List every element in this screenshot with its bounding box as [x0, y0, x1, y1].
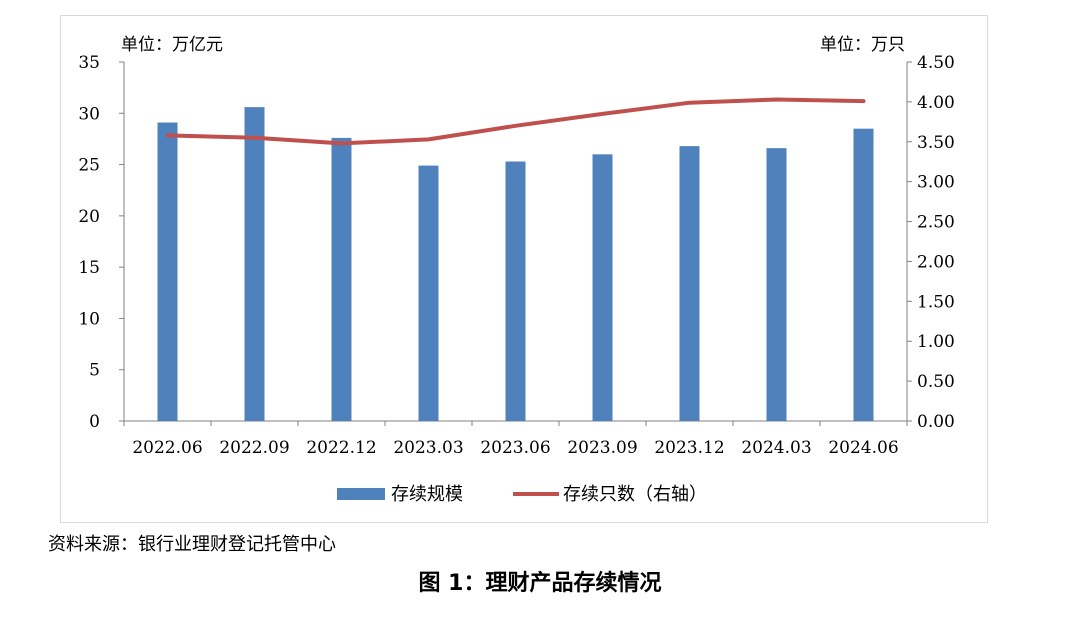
bar — [853, 128, 874, 421]
right-axis-tick-label: 2.00 — [917, 252, 955, 272]
left-axis-tick-label: 15 — [78, 258, 100, 278]
line-point — [427, 137, 430, 141]
bar — [331, 137, 352, 421]
bar — [679, 146, 700, 421]
left-axis-tick-label: 5 — [89, 361, 100, 381]
bar — [418, 165, 439, 421]
figure-caption: 图 1：理财产品存续情况 — [418, 571, 662, 596]
line-point — [688, 101, 691, 105]
line-point — [775, 97, 778, 101]
line-point — [601, 112, 604, 116]
legend-bar-label: 存续规模 — [391, 484, 463, 505]
right-axis-tick-label: 0.50 — [917, 372, 955, 392]
right-axis-tick-label: 0.00 — [917, 412, 955, 432]
chart-svg: 单位：万亿元 单位：万只 0 5 10 15 20 25 30 35 0.00 0.50 1.00 1… — [78, 35, 955, 505]
series-line — [165, 97, 866, 146]
bar — [766, 148, 787, 421]
right-axis-tick-label: 1.50 — [917, 292, 955, 312]
legend-line-label: 存续只数（右轴） — [563, 484, 707, 505]
line-point — [862, 99, 865, 103]
line-point — [514, 124, 517, 128]
right-axis-tick-label: 1.00 — [917, 332, 955, 352]
bar — [505, 161, 526, 421]
x-axis-tick-label: 2023.09 — [567, 438, 637, 458]
x-axis-tick-label: 2022.12 — [306, 438, 376, 458]
right-axis-tick-label: 3.00 — [917, 173, 955, 193]
right-axis-tick-label: 4.00 — [917, 93, 955, 113]
x-axis-tick-label: 2023.03 — [393, 438, 463, 458]
x-axis-tick-label: 2022.09 — [219, 438, 289, 458]
chart-frame: 单位：万亿元 单位：万只 0 5 10 15 20 25 30 35 0.00 0.50 1.00 1… — [60, 15, 988, 523]
left-axis-tick-label: 10 — [78, 309, 100, 329]
left-axis-tick-label: 25 — [78, 156, 100, 176]
line-point — [253, 136, 256, 140]
x-axis-tick-label: 2024.06 — [828, 438, 898, 458]
line-point — [166, 133, 169, 137]
x-axis-tick-label: 2023.12 — [654, 438, 724, 458]
right-axis-tick-label: 4.50 — [917, 53, 955, 73]
plot-layer: 0 5 10 15 20 25 30 35 0.00 0.50 1.00 1.50 2.00 2.50 3.… — [78, 53, 955, 505]
left-axis-tick-label: 0 — [89, 412, 100, 432]
bar — [592, 154, 613, 422]
right-unit-label: 单位：万只 — [820, 35, 905, 55]
line-point — [340, 141, 343, 145]
legend-bar-swatch — [337, 488, 385, 500]
left-axis-tick-label: 20 — [78, 207, 100, 227]
x-axis-tick-label: 2023.06 — [480, 438, 550, 458]
x-axis-tick-label: 2024.03 — [741, 438, 811, 458]
bar — [157, 122, 178, 421]
left-axis-tick-label: 35 — [78, 53, 100, 73]
right-axis-tick-label: 2.50 — [917, 213, 955, 233]
source-note: 资料来源：银行业理财登记托管中心 — [48, 534, 336, 555]
right-axis-tick-label: 3.50 — [917, 133, 955, 153]
bar — [244, 107, 265, 421]
left-unit-label: 单位：万亿元 — [121, 35, 223, 55]
left-axis-tick-label: 30 — [78, 104, 100, 124]
x-axis-tick-label: 2022.06 — [132, 438, 202, 458]
